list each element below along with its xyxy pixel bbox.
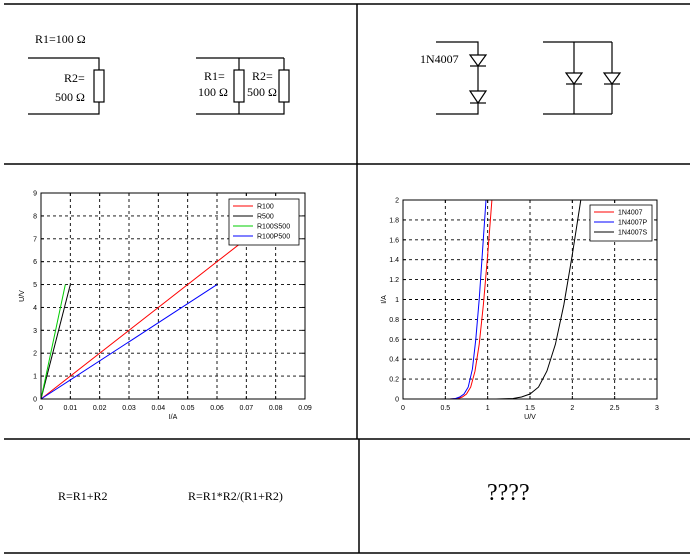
series-diode-circuit: 1N4007 bbox=[420, 41, 488, 115]
parallel-diode-circuit bbox=[543, 41, 622, 115]
diode-right-icon bbox=[602, 72, 622, 86]
uv-chart-xtick-label: 0.03 bbox=[122, 405, 136, 412]
iv-chart-ytick-label: 2 bbox=[395, 198, 399, 205]
series-r2-value: 500 Ω bbox=[55, 90, 85, 104]
iv-chart-ytick-label: 1.6 bbox=[389, 237, 399, 244]
iv-chart-ytick-label: 1 bbox=[395, 297, 399, 304]
uv-chart-legend-label: R500 bbox=[257, 214, 274, 221]
uv-chart-ytick-label: 0 bbox=[33, 397, 37, 404]
parallel-r2-label: R2= bbox=[252, 69, 273, 83]
iv-chart-ytick-label: 0.4 bbox=[389, 357, 399, 364]
uv-chart-xtick-label: 0 bbox=[39, 405, 43, 412]
iv-chart-ytick-label: 0.8 bbox=[389, 317, 399, 324]
uv-chart-xtick-label: 0.07 bbox=[240, 405, 254, 412]
parallel-r2-value: 500 Ω bbox=[247, 85, 277, 99]
table-grid bbox=[4, 3, 690, 554]
iv-chart-legend: 1N4007 1N4007P 1N4007S bbox=[589, 204, 653, 242]
iv-chart-ytick-label: 0.6 bbox=[389, 337, 399, 344]
parallel-circuit: R1= 100 Ω R2= 500 Ω bbox=[196, 57, 290, 115]
chart-resistor-uv: 0 0.01 0.02 0.03 0.04 0.05 0.06 0.07 0.08 0.09 0 1 2… bbox=[19, 191, 312, 422]
chart-diode-iv: 0 0.5 1 1.5 2 2.5 3 0 0.2 0.4 0.6 0.8 1 1.2 1.4 1.6 1.8 2… bbox=[381, 198, 659, 422]
iv-chart-xlabel: U/V bbox=[524, 414, 536, 421]
uv-chart-ytick-label: 1 bbox=[33, 374, 37, 381]
uv-chart-ytick-label: 8 bbox=[33, 213, 37, 220]
uv-chart-ytick-label: 6 bbox=[33, 259, 37, 266]
diode-label: 1N4007 bbox=[420, 52, 459, 66]
uv-chart-xtick-label: 0.08 bbox=[269, 405, 283, 412]
uv-chart-series-R100 bbox=[40, 238, 247, 400]
series-r1-label: R1=100 Ω bbox=[35, 32, 86, 46]
iv-chart-xtick-label: 0.5 bbox=[440, 405, 450, 412]
uv-chart-series-R100P500 bbox=[40, 284, 218, 400]
iv-chart-xtick-label: 3 bbox=[655, 405, 659, 412]
iv-chart-ytick-label: 1.4 bbox=[389, 257, 399, 264]
iv-chart-xtick-label: 1.5 bbox=[525, 405, 535, 412]
series-r2-label: R2= bbox=[64, 71, 85, 85]
parallel-r1-label: R1= bbox=[204, 69, 225, 83]
iv-chart-legend-label: 1N4007 bbox=[618, 210, 643, 217]
uv-chart-ytick-label: 2 bbox=[33, 351, 37, 358]
uv-chart-legend-label: R100 bbox=[257, 204, 274, 211]
iv-chart-ytick-label: 1.2 bbox=[389, 277, 399, 284]
uv-chart-legend: R100 R500 R100S500 R100P500 bbox=[228, 198, 300, 246]
diode-lower-icon bbox=[468, 90, 488, 105]
uv-chart-xtick-label: 0.06 bbox=[210, 405, 224, 412]
iv-chart-xtick-label: 2 bbox=[570, 405, 574, 412]
formula-series: R=R1+R2 bbox=[58, 489, 108, 503]
uv-chart-legend-label: R100S500 bbox=[257, 224, 290, 231]
uv-chart-series-R500 bbox=[40, 284, 71, 400]
uv-chart-ylabel: U/V bbox=[19, 290, 26, 302]
unknown-placeholder: ???? bbox=[487, 480, 530, 506]
uv-chart-ytick-label: 5 bbox=[33, 282, 37, 289]
iv-chart-xtick-label: 2.5 bbox=[610, 405, 620, 412]
uv-chart-xtick-label: 0.04 bbox=[152, 405, 166, 412]
uv-chart-ytick-label: 4 bbox=[33, 305, 37, 312]
uv-chart-xtick-label: 0.05 bbox=[181, 405, 195, 412]
formula-parallel: R=R1*R2/(R1+R2) bbox=[188, 489, 283, 503]
iv-chart-xtick-label: 0 bbox=[401, 405, 405, 412]
iv-chart-legend-label: 1N4007P bbox=[618, 220, 648, 227]
uv-chart-legend-box bbox=[228, 198, 300, 246]
uv-chart-xlabel: I/A bbox=[169, 414, 178, 421]
uv-chart-ytick-label: 7 bbox=[33, 236, 37, 243]
uv-chart-grid bbox=[41, 193, 305, 399]
uv-chart-xtick-label: 0.01 bbox=[64, 405, 78, 412]
iv-chart-ylabel: I/A bbox=[381, 295, 388, 304]
iv-chart-legend-box bbox=[589, 204, 653, 242]
uv-chart-series-R100S500 bbox=[40, 284, 66, 400]
iv-chart-ytick-label: 1.8 bbox=[389, 217, 399, 224]
diode-upper-icon bbox=[468, 54, 488, 68]
uv-chart-legend-label: R100P500 bbox=[257, 234, 290, 241]
uv-chart-ytick-label: 9 bbox=[33, 191, 37, 198]
diode-left-icon bbox=[564, 72, 584, 86]
iv-chart-xtick-label: 1 bbox=[486, 405, 490, 412]
series-circuit: R1=100 Ω R2= 500 Ω bbox=[28, 32, 105, 115]
uv-chart-xtick-label: 0.09 bbox=[298, 405, 312, 412]
iv-chart-ytick-label: 0 bbox=[395, 397, 399, 404]
parallel-r1-value: 100 Ω bbox=[198, 85, 228, 99]
iv-chart-ytick-label: 0.2 bbox=[389, 377, 399, 384]
uv-chart-axes-box bbox=[40, 192, 306, 400]
uv-chart-xtick-label: 0.02 bbox=[93, 405, 107, 412]
iv-chart-legend-label: 1N4007S bbox=[618, 230, 648, 237]
uv-chart-ytick-label: 3 bbox=[33, 328, 37, 335]
